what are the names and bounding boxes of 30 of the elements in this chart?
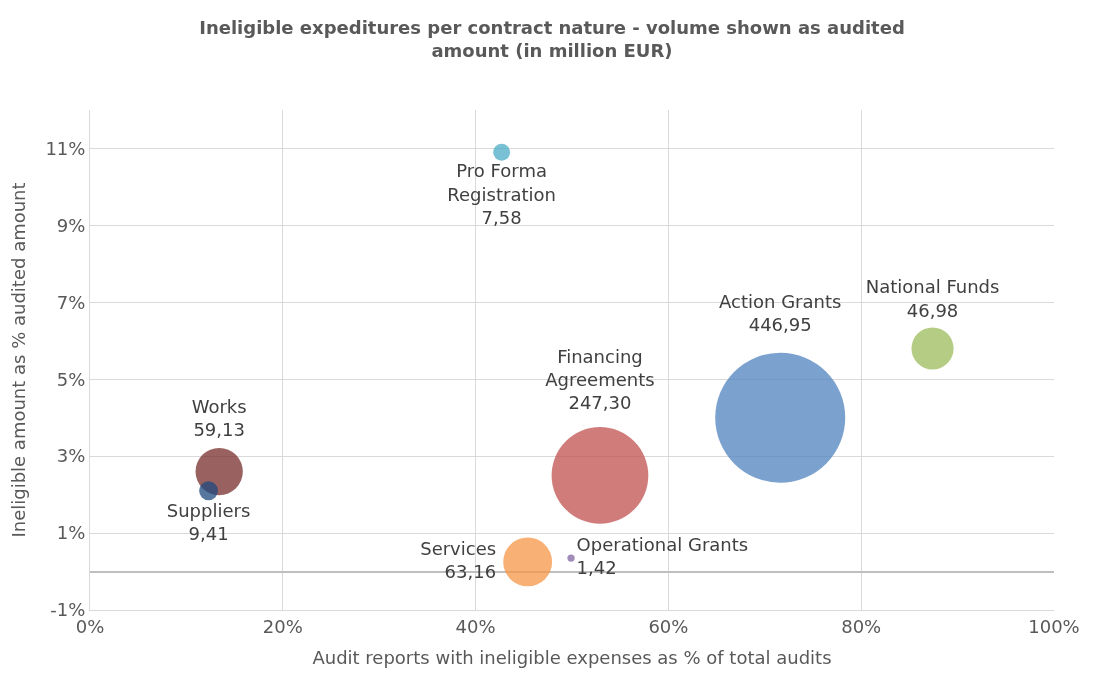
x-axis-title: Audit reports with ineligible expenses as % of total audits	[312, 646, 832, 668]
data-label: 247,30	[568, 392, 632, 414]
series-label: Operational Grants	[576, 533, 749, 555]
y-axis-title: Ineligible amount as % audited amount	[7, 182, 29, 538]
y-tick-label: 3%	[56, 445, 86, 467]
x-tick-label: 60%	[648, 615, 689, 637]
text: National Funds	[865, 276, 1000, 298]
x-tick-label: 80%	[841, 615, 882, 637]
data-label: 1,42	[576, 557, 617, 579]
y-tick-label: 1%	[56, 522, 86, 544]
data-label: 59,13	[193, 419, 245, 441]
chart-title: Ineligible expeditures per contract nature - volume shown as audited amount (in million EUR)	[199, 17, 905, 62]
y-tick-label: 7%	[56, 291, 86, 313]
y-tick-label: 5%	[56, 368, 86, 390]
y-tick-label: 9%	[56, 214, 86, 236]
text: Financing Agreements	[545, 345, 655, 391]
series-label: Suppliers	[166, 500, 251, 522]
x-tick-label: 20%	[262, 615, 303, 637]
x-tick-label: 40%	[455, 615, 496, 637]
x-tick-label: 100%	[1028, 615, 1080, 637]
data-label: 446,95	[748, 313, 812, 335]
series-label: Pro Forma Registration	[447, 160, 556, 205]
text: Works	[191, 396, 247, 418]
text: Action Grants	[719, 290, 842, 312]
data-label: 7,58	[481, 207, 522, 229]
y-tick-label: 11%	[45, 137, 86, 159]
series-label: Services	[420, 537, 497, 559]
data-label: 9,41	[188, 523, 229, 545]
data-label: 63,16	[444, 561, 497, 583]
data-label: 46,98	[906, 299, 959, 321]
